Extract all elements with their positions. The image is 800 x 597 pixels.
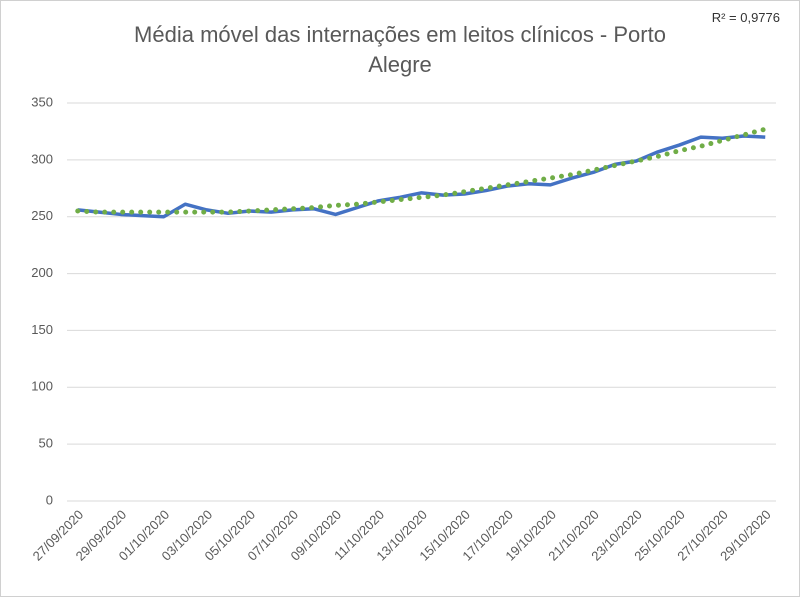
y-tick-label: 0 [46,492,53,507]
r-squared: R² = 0,9776 [711,10,780,25]
y-tick-label: 100 [31,379,53,394]
y-tick-label: 200 [31,265,53,280]
y-tick-label: 350 [31,94,53,109]
y-tick-label: 300 [31,151,53,166]
y-tick-label: 150 [31,322,53,337]
trend-line [75,126,768,215]
chart-title: Média móvel das internações em leitos cl… [134,22,666,77]
data-line [77,134,766,219]
y-tick-label: 50 [39,436,53,451]
y-tick-label: 250 [31,208,53,223]
